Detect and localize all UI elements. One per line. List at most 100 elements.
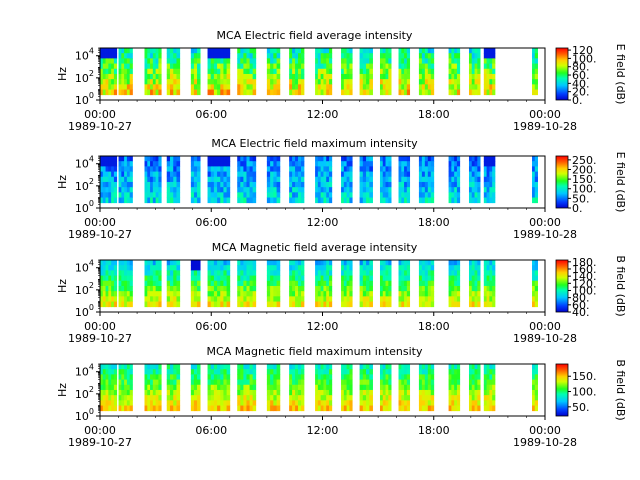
spectrogram-cell (249, 176, 254, 183)
spectrogram-cell (249, 197, 254, 204)
spectrogram-cell (243, 260, 247, 266)
spectrogram-cell (150, 265, 154, 271)
spectrogram-cell (315, 400, 319, 406)
spectrogram-cell (388, 48, 392, 54)
spectrogram-cell (477, 166, 481, 172)
spectrogram-cell (126, 265, 131, 271)
colorbar-tick-label: 150. (572, 173, 597, 186)
spectrogram-cell (328, 161, 333, 167)
spectrogram-cell (289, 89, 293, 96)
spectrogram-cell (169, 280, 174, 287)
spectrogram-cell (129, 301, 133, 308)
spectrogram-cell (252, 58, 257, 64)
spectrogram-cell (424, 364, 429, 370)
spectrogram-cell (240, 192, 244, 198)
spectrogram-cell (486, 192, 490, 198)
spectrogram-cell (489, 197, 493, 204)
spectrogram-cell (197, 265, 201, 271)
spectrogram-cell (129, 374, 133, 380)
spectrogram-cell (421, 187, 426, 193)
spectrogram-cell (173, 156, 177, 162)
spectrogram-cell (477, 291, 481, 297)
spectrogram-cell (126, 400, 131, 406)
spectrogram-cell (451, 301, 455, 308)
spectrogram-cell (113, 79, 118, 85)
spectrogram-cell (349, 187, 353, 193)
spectrogram-cell (404, 291, 408, 297)
spectrogram-cell (144, 275, 148, 282)
spectrogram-cell (323, 265, 327, 271)
spectrogram-cell (266, 301, 271, 308)
spectrogram-cell (197, 260, 201, 266)
spectrogram-cell (152, 197, 157, 204)
spectrogram-cell (382, 84, 386, 90)
spectrogram-cell (223, 63, 228, 70)
spectrogram-cell (492, 389, 496, 396)
spectrogram-cell (401, 48, 405, 54)
spectrogram-cell (210, 374, 215, 380)
spectrogram-cell (454, 58, 458, 64)
spectrogram-cell (326, 181, 330, 188)
spectrogram-cell (169, 379, 174, 386)
spectrogram-cell (349, 270, 353, 276)
spectrogram-cell (173, 260, 177, 266)
spectrogram-cell (217, 379, 221, 386)
spectrogram-cell (295, 73, 299, 80)
spectrogram-cell (532, 285, 536, 292)
spectrogram-cell (246, 89, 250, 96)
spectrogram-cell (362, 296, 367, 302)
spectrogram-cell (532, 374, 536, 380)
spectrogram-cell (454, 53, 458, 59)
spectrogram-cell (366, 73, 370, 80)
spectrogram-cell (252, 379, 257, 386)
spectrogram-cell (471, 79, 475, 85)
spectrogram-cell (152, 374, 157, 380)
spectrogram-cell (483, 379, 487, 386)
spectrogram-cell (315, 405, 319, 412)
spectrogram-cell (169, 68, 174, 75)
x-tick-label: 18:00 (418, 216, 450, 229)
spectrogram-cell (427, 171, 432, 178)
spectrogram-cell (404, 79, 408, 85)
spectrogram-cell (243, 63, 247, 70)
spectrogram-cell (421, 364, 426, 370)
spectrogram-cell (150, 166, 154, 172)
spectrogram-cell (406, 265, 411, 271)
spectrogram-cell (155, 265, 159, 271)
spectrogram-cell (147, 400, 151, 406)
spectrogram-cell (295, 260, 299, 266)
spectrogram-cell (193, 63, 198, 70)
spectrogram-cell (113, 84, 118, 90)
spectrogram-cell (398, 84, 402, 90)
spectrogram-cell (118, 156, 122, 162)
spectrogram-cell (190, 405, 195, 412)
spectrogram-cell (369, 301, 373, 308)
spectrogram-cell (315, 192, 319, 198)
spectrogram-cell (217, 291, 221, 297)
spectrogram-cell (105, 192, 109, 198)
spectrogram-cell (320, 374, 324, 380)
spectrogram-cell (105, 301, 109, 308)
spectrogram-cell (477, 79, 481, 85)
spectrogram-cell (111, 369, 115, 375)
spectrogram-cell (246, 301, 250, 308)
spectrogram-cell (300, 79, 305, 85)
spectrogram-cell (111, 291, 115, 297)
spectrogram-cell (243, 89, 247, 96)
spectrogram-cell (418, 181, 423, 188)
spectrogram-cell (152, 285, 157, 292)
spectrogram-cell (152, 291, 157, 297)
spectrogram-cell (430, 291, 435, 297)
spectrogram-cell (166, 400, 171, 406)
spectrogram-cell (456, 280, 461, 287)
spectrogram-cell (190, 285, 195, 292)
spectrogram-cell (328, 73, 333, 80)
spectrogram-cell (289, 291, 293, 297)
spectrogram-cell (147, 197, 151, 204)
y-tick-label: 104 (75, 259, 94, 275)
spectrogram-cell (388, 161, 392, 167)
spectrogram-cell (102, 400, 106, 406)
spectrogram-cell (213, 79, 218, 85)
spectrogram-cell (118, 270, 122, 276)
spectrogram-cell (300, 156, 305, 162)
